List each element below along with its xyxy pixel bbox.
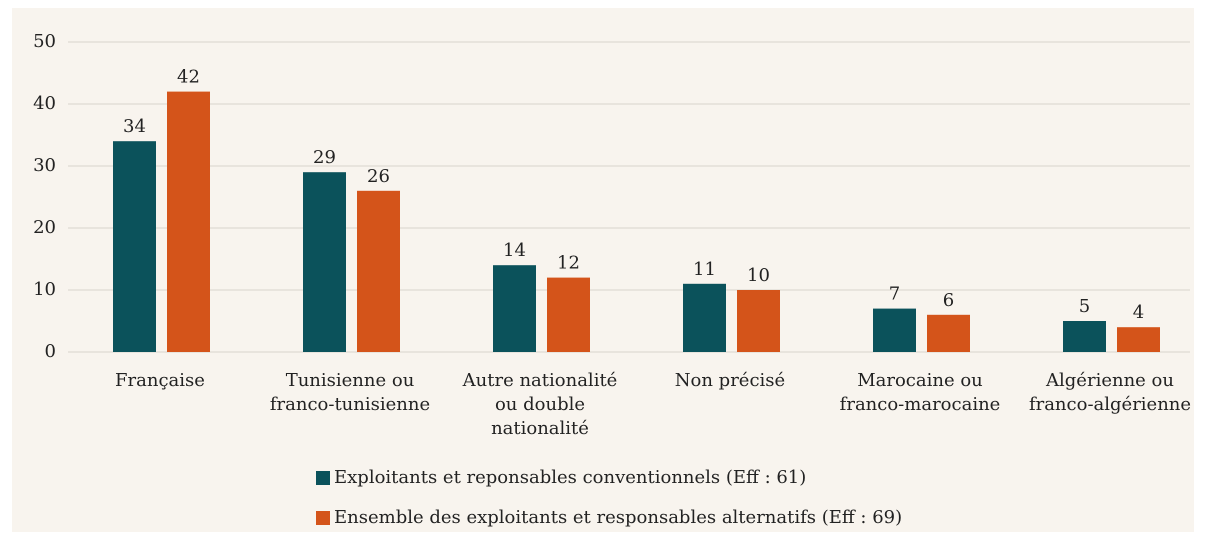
bar: [1117, 327, 1160, 352]
bar: [303, 172, 346, 352]
bar: [167, 91, 210, 352]
bar: [357, 190, 400, 352]
x-tick-label: Algérienne ou franco-algérienne: [1029, 370, 1191, 415]
bar: [683, 283, 726, 352]
x-tick-label: Marocaine ou franco-marocaine: [840, 370, 1001, 415]
bar: [493, 265, 536, 352]
data-label: 4: [1133, 302, 1144, 323]
y-tick-label: 20: [33, 217, 56, 238]
y-tick-label: 50: [33, 31, 56, 52]
y-tick-label: 40: [33, 93, 56, 114]
legend-swatch: [316, 511, 330, 525]
data-label: 5: [1079, 296, 1090, 317]
data-label: 10: [747, 265, 770, 286]
data-label: 7: [889, 284, 900, 305]
legend-label: Exploitants et reponsables conventionnel…: [334, 467, 806, 488]
x-tick-label: Non précisé: [675, 370, 785, 391]
legend-swatch: [316, 471, 330, 485]
bar: [737, 290, 780, 352]
bar: [873, 308, 916, 352]
x-tick-label: Française: [115, 370, 205, 391]
data-label: 26: [367, 166, 390, 187]
y-tick-label: 10: [33, 279, 56, 300]
bar: [113, 141, 156, 352]
bar: [1063, 321, 1106, 352]
bar: [547, 277, 590, 352]
data-label: 34: [123, 116, 146, 137]
data-label: 11: [693, 259, 716, 280]
y-tick-label: 0: [45, 341, 56, 362]
x-tick-label: Tunisienne ou franco-tunisienne: [270, 370, 430, 415]
legend-label: Ensemble des exploitants et responsables…: [334, 507, 902, 528]
bar: [927, 314, 970, 352]
data-label: 42: [177, 67, 200, 88]
data-label: 14: [503, 240, 526, 261]
y-tick-label: 30: [33, 155, 56, 176]
x-tick-label: Autre nationalité ou double nationalité: [462, 370, 618, 439]
data-label: 6: [943, 290, 954, 311]
data-label: 12: [557, 253, 580, 274]
data-label: 29: [313, 147, 336, 168]
